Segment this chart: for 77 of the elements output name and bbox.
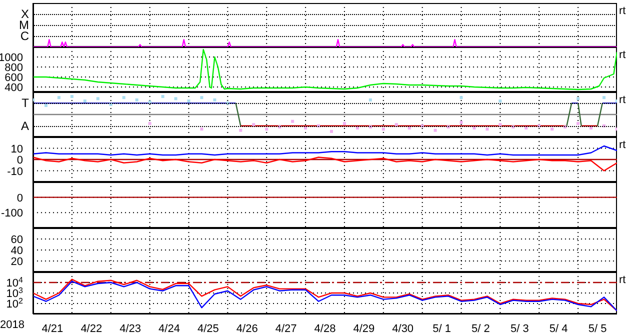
text: rt (619, 49, 626, 61)
x-tick-label: 4/29 (353, 323, 375, 334)
point (148, 100, 152, 104)
y-tick-label: -10 (7, 166, 23, 178)
line-series (33, 156, 617, 172)
text: T (20, 96, 29, 110)
y-tick-label: 40 (10, 245, 23, 257)
text: rt (619, 94, 626, 106)
x-tick-label: 4/27 (275, 323, 297, 334)
x-tick-label: 4/21 (42, 323, 64, 334)
point (602, 96, 606, 100)
point (57, 96, 60, 100)
text: A (20, 118, 29, 133)
y-tick-label: 600 (4, 72, 23, 84)
y-tick-label: 20 (10, 256, 23, 268)
text: rt (619, 274, 626, 286)
y-tick-label: 60 (10, 234, 23, 246)
x-tick-label: 4/23 (120, 323, 142, 334)
point (330, 130, 333, 133)
point (174, 97, 178, 100)
point (434, 128, 437, 132)
point (135, 98, 138, 102)
text: X (20, 7, 29, 21)
point (239, 128, 242, 132)
point (498, 123, 502, 126)
text: rt (619, 139, 626, 151)
point (550, 128, 554, 131)
point (460, 120, 463, 124)
line-series (33, 145, 617, 156)
point (368, 98, 372, 102)
point (590, 126, 593, 130)
point (44, 104, 48, 107)
point (576, 97, 580, 100)
point (576, 122, 580, 125)
point (200, 96, 204, 100)
point (394, 123, 398, 126)
text: rt (619, 5, 626, 17)
y-tick-label: 800 (4, 62, 23, 74)
point (161, 95, 164, 98)
x-tick-label: 5/ 2 (472, 323, 490, 334)
point (460, 96, 463, 100)
point (83, 100, 86, 102)
point (148, 122, 152, 125)
y-tick-label: 10$^{2}$ (6, 296, 24, 310)
point (200, 128, 204, 131)
y-tick-label: 0 (16, 192, 23, 204)
x-tick-label: 5/ 3 (510, 323, 529, 334)
point (342, 122, 346, 125)
x-tick-label: 4/26 (236, 323, 258, 334)
point (70, 95, 74, 98)
point (96, 97, 100, 100)
x-tick-label: 5/ 1 (432, 323, 451, 334)
point (524, 126, 528, 130)
text: C (19, 29, 29, 43)
x-tick-label: 4/22 (80, 323, 102, 334)
x-tick-label: 4/30 (392, 323, 414, 334)
y-tick-label: 0 (16, 154, 23, 166)
point (382, 128, 385, 131)
point (265, 128, 268, 131)
x-tick-label: 5/ 5 (588, 323, 607, 334)
text: M (18, 18, 29, 32)
x-tick-label: 4/25 (197, 323, 219, 334)
point (187, 100, 190, 102)
x-tick-label: 4/28 (314, 323, 336, 334)
y-tick-label: -100 (0, 208, 23, 220)
y-tick-label: 10 (10, 143, 23, 156)
point (122, 96, 126, 100)
point (486, 128, 489, 131)
y-tick-label: 400 (4, 82, 23, 94)
point (213, 98, 216, 102)
point (291, 120, 294, 123)
x-axis-title: 2018 (0, 318, 26, 332)
point (252, 123, 256, 126)
point (472, 126, 476, 130)
point (498, 100, 502, 102)
x-tick-label: 5/ 4 (549, 323, 568, 334)
x-tick-label: 4/24 (158, 323, 180, 334)
